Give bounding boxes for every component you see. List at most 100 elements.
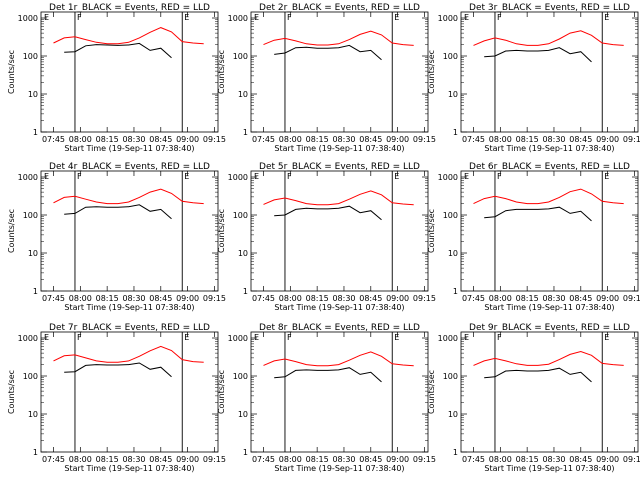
x-axis-label: Start Time (19-Sep-11 07:38:40) bbox=[484, 303, 614, 312]
x-axis-label: Start Time (19-Sep-11 07:38:40) bbox=[274, 144, 404, 153]
x-tick-label: 07:45 bbox=[42, 294, 65, 303]
x-tick-label: 08:00 bbox=[489, 135, 512, 144]
x-tick-label: 08:15 bbox=[96, 455, 119, 464]
y-axis-label: Counts/sec bbox=[427, 370, 436, 414]
x-tick-label: 08:15 bbox=[96, 135, 119, 144]
y-tick-label: 1000 bbox=[228, 334, 248, 343]
marker-label: E bbox=[184, 333, 189, 342]
events-series-line bbox=[64, 42, 172, 59]
x-tick-label: 09:15 bbox=[203, 455, 226, 464]
marker-label: F bbox=[287, 172, 292, 181]
y-tick-label: 1 bbox=[453, 448, 458, 457]
x-tick-label: 08:30 bbox=[122, 455, 145, 464]
panel-title: Det 7r_BLACK = Events, RED = LLD bbox=[49, 323, 210, 333]
x-tick-label: 08:15 bbox=[306, 294, 329, 303]
lld-series-line bbox=[263, 30, 414, 46]
lld-series-line bbox=[473, 30, 624, 46]
marker-label: E bbox=[254, 172, 259, 181]
events-series-line bbox=[484, 367, 592, 383]
marker-label: E bbox=[184, 13, 189, 22]
x-tick-label: 08:15 bbox=[516, 294, 539, 303]
marker-label: E bbox=[394, 172, 399, 181]
axes-frame bbox=[460, 170, 639, 292]
x-tick-label: 08:30 bbox=[542, 135, 565, 144]
y-tick-label: 1000 bbox=[438, 14, 458, 23]
lld-series-line bbox=[263, 351, 414, 367]
marker-label: F bbox=[77, 333, 82, 342]
x-tick-label: 08:30 bbox=[332, 294, 355, 303]
y-tick-label: 1 bbox=[33, 287, 38, 296]
events-series-line bbox=[274, 367, 382, 383]
x-tick-label: 08:15 bbox=[516, 135, 539, 144]
y-tick-label: 1 bbox=[243, 287, 248, 296]
marker-label: E bbox=[604, 172, 609, 181]
x-axis-label: Start Time (19-Sep-11 07:38:40) bbox=[64, 144, 194, 153]
axes-frame bbox=[250, 331, 429, 453]
events-series-line bbox=[64, 204, 172, 220]
x-tick-label: 08:45 bbox=[569, 294, 592, 303]
x-tick-label: 09:00 bbox=[176, 455, 199, 464]
x-tick-label: 08:30 bbox=[542, 294, 565, 303]
y-axis-label: Counts/sec bbox=[217, 370, 226, 414]
x-tick-label: 08:00 bbox=[69, 455, 92, 464]
x-tick-label: 08:45 bbox=[359, 135, 382, 144]
x-tick-label: 09:15 bbox=[413, 294, 436, 303]
panel-2: Det 2r_BLACK = Events, RED = LLD 1 10 100 10… bbox=[217, 3, 436, 153]
panel-9: Det 9r_BLACK = Events, RED = LLD 1 10 100 10… bbox=[427, 323, 640, 473]
events-series-line bbox=[484, 47, 592, 63]
marker-label: E bbox=[394, 13, 399, 22]
panel-8: Det 8r_BLACK = Events, RED = LLD 1 10 100 10… bbox=[217, 323, 436, 473]
marker-label: E bbox=[44, 13, 49, 22]
events-series-line bbox=[64, 362, 172, 378]
axes-frame bbox=[250, 170, 429, 292]
y-tick-label: 10 bbox=[448, 249, 458, 258]
x-tick-label: 09:15 bbox=[413, 455, 436, 464]
y-tick-label: 100 bbox=[443, 52, 458, 61]
y-tick-label: 10 bbox=[28, 90, 38, 99]
x-tick-label: 07:45 bbox=[42, 455, 65, 464]
y-tick-label: 1000 bbox=[438, 173, 458, 182]
lld-series-line bbox=[53, 188, 204, 205]
y-tick-label: 100 bbox=[443, 211, 458, 220]
panel-title: Det 8r_BLACK = Events, RED = LLD bbox=[259, 323, 420, 333]
y-tick-label: 100 bbox=[23, 211, 38, 220]
x-tick-label: 09:00 bbox=[386, 455, 409, 464]
x-tick-label: 09:00 bbox=[596, 455, 619, 464]
y-axis-label: Counts/sec bbox=[427, 209, 436, 253]
marker-label: E bbox=[254, 13, 259, 22]
x-tick-label: 07:45 bbox=[252, 294, 275, 303]
y-tick-label: 100 bbox=[443, 372, 458, 381]
x-axis-label: Start Time (19-Sep-11 07:38:40) bbox=[484, 144, 614, 153]
y-axis-label: Counts/sec bbox=[217, 50, 226, 94]
panel-title: Det 6r_BLACK = Events, RED = LLD bbox=[469, 162, 630, 172]
x-tick-label: 08:00 bbox=[489, 294, 512, 303]
y-tick-label: 1 bbox=[243, 448, 248, 457]
x-tick-label: 08:45 bbox=[359, 455, 382, 464]
x-tick-label: 08:30 bbox=[332, 135, 355, 144]
panel-5: Det 5r_BLACK = Events, RED = LLD 1 10 100 10… bbox=[217, 162, 436, 312]
y-tick-label: 100 bbox=[233, 211, 248, 220]
marker-label: E bbox=[394, 333, 399, 342]
y-axis-label: Counts/sec bbox=[7, 50, 16, 94]
y-tick-label: 10 bbox=[238, 249, 248, 258]
marker-label: F bbox=[497, 172, 502, 181]
x-tick-label: 08:15 bbox=[306, 455, 329, 464]
x-tick-label: 08:45 bbox=[149, 455, 172, 464]
axes-frame bbox=[250, 11, 429, 133]
x-tick-label: 08:00 bbox=[279, 455, 302, 464]
panel-6: Det 6r_BLACK = Events, RED = LLD 1 10 100 10… bbox=[427, 162, 640, 312]
marker-label: F bbox=[497, 13, 502, 22]
x-axis-label: Start Time (19-Sep-11 07:38:40) bbox=[64, 303, 194, 312]
lld-series-line bbox=[473, 188, 624, 205]
x-tick-label: 08:30 bbox=[122, 135, 145, 144]
marker-label: E bbox=[184, 172, 189, 181]
x-tick-label: 08:15 bbox=[96, 294, 119, 303]
events-series-line bbox=[274, 44, 382, 61]
panel-title: Det 9r_BLACK = Events, RED = LLD bbox=[469, 323, 630, 333]
y-tick-label: 10 bbox=[448, 90, 458, 99]
y-tick-label: 1 bbox=[33, 448, 38, 457]
x-axis-label: Start Time (19-Sep-11 07:38:40) bbox=[274, 464, 404, 473]
panel-title: Det 4r_BLACK = Events, RED = LLD bbox=[49, 162, 210, 172]
axes-frame bbox=[460, 11, 639, 133]
y-tick-label: 1000 bbox=[18, 14, 38, 23]
